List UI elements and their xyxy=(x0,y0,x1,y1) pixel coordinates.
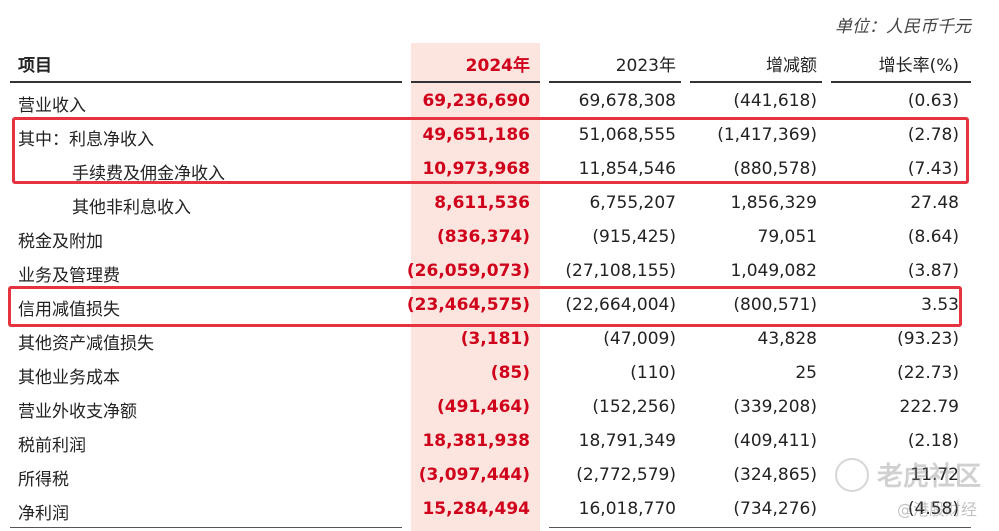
row-label: 其他非利息收入 xyxy=(72,198,191,218)
table-row: 税前利润 18,381,938 18,791,349 (409,411) (2.… xyxy=(0,425,999,459)
table-row: 税金及附加 (836,374) (915,425) 79,051 (8.64) xyxy=(0,221,999,255)
value-growth: (22.73) xyxy=(897,363,959,383)
value-growth: 3.53 xyxy=(921,295,959,315)
value-change: (880,578) xyxy=(733,159,817,179)
value-2023: (27,108,155) xyxy=(565,261,676,281)
header-divider xyxy=(10,81,402,83)
header-divider xyxy=(831,81,971,83)
value-2024: (85) xyxy=(490,363,530,383)
value-2024: (26,059,073) xyxy=(406,261,530,281)
table-header: 项目 2024年 2023年 增减额 增长率(%) xyxy=(0,43,999,83)
highlight-box-interest-fee xyxy=(12,117,969,184)
table-row: 所得税 (3,097,444) (2,772,579) (324,865) 11… xyxy=(0,459,999,493)
value-2023: 69,678,308 xyxy=(578,91,676,111)
header-2024: 2024年 xyxy=(465,56,530,76)
value-growth: (4.58) xyxy=(907,499,959,519)
value-2023: 51,068,555 xyxy=(578,125,676,145)
value-growth: (3.87) xyxy=(907,261,959,281)
row-label: 其中：利息净收入 xyxy=(18,130,154,150)
value-2023: 11,854,546 xyxy=(578,159,676,179)
value-2023: (915,425) xyxy=(592,227,676,247)
value-growth: 27.48 xyxy=(910,193,959,213)
header-divider xyxy=(411,81,540,83)
row-label: 信用减值损失 xyxy=(18,300,120,320)
row-label: 税金及附加 xyxy=(18,232,103,252)
watermark-logo-icon xyxy=(835,458,869,492)
value-change: (339,208) xyxy=(733,397,817,417)
value-2024: (3,181) xyxy=(460,329,530,349)
table-row: 信用减值损失 (23,464,575) (22,664,004) (800,57… xyxy=(0,289,999,323)
value-change: 1,856,329 xyxy=(730,193,817,213)
value-change: 43,828 xyxy=(757,329,817,349)
value-change: (734,276) xyxy=(733,499,817,519)
table-row: 手续费及佣金净收入 10,973,968 11,854,546 (880,578… xyxy=(0,153,999,187)
value-change: (1,417,369) xyxy=(717,125,817,145)
header-divider xyxy=(549,81,681,83)
value-2024: 49,651,186 xyxy=(422,125,530,145)
value-growth: 222.79 xyxy=(899,397,959,417)
value-growth: (8.64) xyxy=(907,227,959,247)
value-growth: (2.78) xyxy=(907,125,959,145)
value-growth: 11.72 xyxy=(910,465,959,485)
watermark-sub: @港股财经 xyxy=(896,500,977,519)
table-row: 营业收入 69,236,690 69,678,308 (441,618) (0.… xyxy=(0,85,999,119)
watermark-main: 老虎社区 xyxy=(876,462,981,492)
table-row: 其他资产减值损失 (3,181) (47,009) 43,828 (93.23) xyxy=(0,323,999,357)
value-2024: (23,464,575) xyxy=(406,295,530,315)
value-2024: 18,381,938 xyxy=(422,431,530,451)
value-change: (409,411) xyxy=(733,431,817,451)
header-growth: 增长率(%) xyxy=(878,56,959,76)
value-2024: 10,973,968 xyxy=(422,159,530,179)
value-growth: (93.23) xyxy=(897,329,959,349)
value-change: (324,865) xyxy=(733,465,817,485)
value-2023: (152,256) xyxy=(592,397,676,417)
value-2023: 16,018,770 xyxy=(578,499,676,519)
row-label: 营业外收支净额 xyxy=(18,402,137,422)
value-2024: 69,236,690 xyxy=(422,91,530,111)
value-2023: (47,009) xyxy=(603,329,676,349)
value-growth: (7.43) xyxy=(907,159,959,179)
bottom-divider xyxy=(10,527,402,528)
row-label: 净利润 xyxy=(18,504,69,524)
table-row: 净利润 15,284,494 16,018,770 (734,276) (4.5… xyxy=(0,493,999,527)
table-row: 营业外收支净额 (491,464) (152,256) (339,208) 22… xyxy=(0,391,999,425)
row-label: 营业收入 xyxy=(18,96,86,116)
header-2023: 2023年 xyxy=(615,56,676,76)
unit-label: 单位：人民币千元 xyxy=(835,17,971,37)
bottom-divider xyxy=(549,527,971,528)
value-growth: (2.18) xyxy=(907,431,959,451)
highlight-box-credit-impairment xyxy=(8,286,962,327)
value-2024: (3,097,444) xyxy=(418,465,530,485)
table-row: 其中：利息净收入 49,651,186 51,068,555 (1,417,36… xyxy=(0,119,999,153)
value-2023: (2,772,579) xyxy=(576,465,676,485)
value-change: (800,571) xyxy=(733,295,817,315)
value-2024: 15,284,494 xyxy=(422,499,530,519)
header-item: 项目 xyxy=(18,56,52,76)
value-2023: 18,791,349 xyxy=(578,431,676,451)
table-row: 其他业务成本 (85) (110) 25 (22.73) xyxy=(0,357,999,391)
value-growth: (0.63) xyxy=(907,91,959,111)
row-label: 其他资产减值损失 xyxy=(18,334,154,354)
header-divider xyxy=(690,81,822,83)
value-2023: (22,664,004) xyxy=(565,295,676,315)
row-label: 手续费及佣金净收入 xyxy=(72,164,225,184)
row-label: 所得税 xyxy=(18,470,69,490)
value-2023: 6,755,207 xyxy=(589,193,676,213)
value-2024: (836,374) xyxy=(437,227,530,247)
row-label: 其他业务成本 xyxy=(18,368,120,388)
row-label: 业务及管理费 xyxy=(18,266,120,286)
value-2024: 8,611,536 xyxy=(434,193,530,213)
table-row: 业务及管理费 (26,059,073) (27,108,155) 1,049,0… xyxy=(0,255,999,289)
value-change: (441,618) xyxy=(733,91,817,111)
row-label: 税前利润 xyxy=(18,436,86,456)
header-change: 增减额 xyxy=(766,56,817,76)
table-row: 其他非利息收入 8,611,536 6,755,207 1,856,329 27… xyxy=(0,187,999,221)
value-2024: (491,464) xyxy=(437,397,530,417)
value-change: 25 xyxy=(795,363,817,383)
value-change: 79,051 xyxy=(757,227,817,247)
value-change: 1,049,082 xyxy=(730,261,817,281)
value-2023: (110) xyxy=(630,363,676,383)
